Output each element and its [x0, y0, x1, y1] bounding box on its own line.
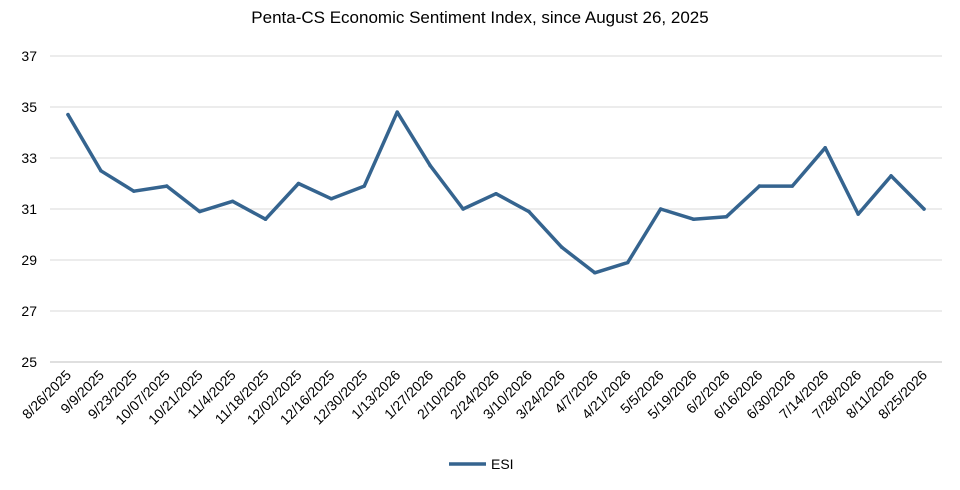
data-point: [230, 199, 235, 204]
data-point: [197, 209, 202, 214]
y-tick-label: 29: [21, 252, 37, 268]
gridlines: [50, 55, 942, 312]
y-tick-label: 33: [21, 150, 37, 166]
x-tick-labels: 8/26/20259/9/20259/23/202510/07/202510/2…: [19, 367, 931, 428]
data-point: [790, 184, 795, 188]
y-tick-labels: 25 27 29 31 33 35 37: [21, 48, 37, 370]
chart-title: Penta-CS Economic Sentiment Index, since…: [251, 8, 709, 27]
data-point: [461, 207, 465, 211]
data-point: [132, 189, 136, 193]
data-point: [691, 217, 696, 221]
legend: ESI: [449, 456, 514, 472]
y-tick-label: 37: [21, 48, 37, 64]
data-point: [66, 112, 70, 117]
legend-label-esi: ESI: [491, 456, 514, 472]
data-point: [560, 245, 564, 249]
series-layer: [66, 110, 926, 275]
data-point: [99, 169, 103, 173]
data-point: [658, 207, 663, 211]
y-tick-label: 35: [21, 99, 37, 115]
data-point: [428, 163, 432, 168]
data-point: [823, 146, 827, 150]
data-point: [362, 184, 367, 188]
data-point: [724, 214, 729, 219]
data-point: [625, 260, 630, 265]
data-point: [527, 209, 531, 214]
data-point: [329, 197, 334, 201]
data-point: [263, 217, 268, 221]
data-point: [395, 110, 399, 114]
data-point: [593, 271, 597, 275]
data-point: [494, 191, 498, 196]
y-tick-label: 27: [21, 303, 37, 319]
y-tick-label: 31: [21, 201, 37, 217]
data-point: [856, 212, 860, 216]
data-point: [757, 184, 762, 188]
y-tick-label: 25: [21, 354, 37, 370]
data-point: [889, 174, 893, 178]
data-point: [922, 207, 926, 211]
data-point: [165, 184, 169, 188]
data-point: [296, 181, 301, 186]
